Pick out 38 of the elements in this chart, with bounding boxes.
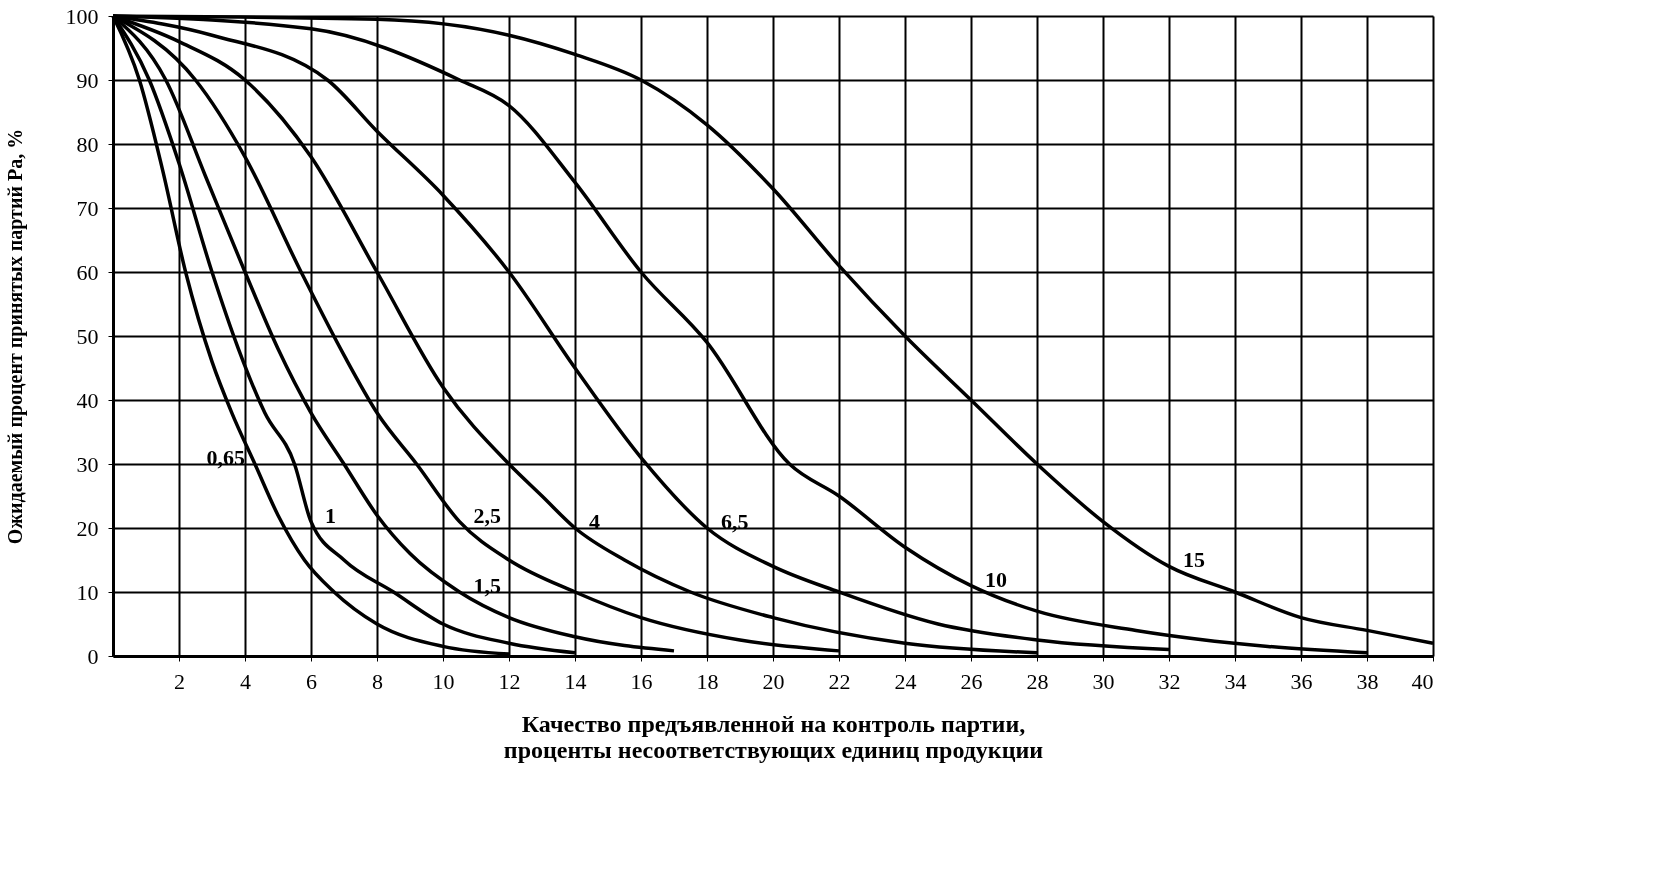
x-tick-label: 8 [372,668,383,694]
y-tick-label: 70 [76,195,99,221]
x-tick-label: 2 [174,668,185,694]
y-tick-label: 100 [65,3,99,29]
y-tick-label: 20 [76,515,99,541]
y-tick-label: 0 [87,643,99,669]
x-tick-label: 12 [498,668,521,694]
y-tick-label: 60 [76,259,99,285]
series-label: 10 [985,566,1007,592]
series-label: 4 [589,509,600,534]
series-label: 1 [325,502,336,528]
y-tick-label: 80 [76,131,99,157]
y-tick-label: 30 [76,451,99,477]
y-tick-label: 90 [76,67,99,93]
x-tick-label: 10 [432,668,455,694]
x-tick-label: 26 [960,668,983,694]
y-axis-title: Ожидаемый процент принятых партий Pa, % [3,128,27,545]
x-tick-label: 4 [240,668,251,694]
y-tick-label: 10 [76,579,99,605]
y-tick-label: 50 [76,323,99,349]
x-tick-label: 18 [696,668,719,694]
series-label: 2,5 [473,502,501,528]
x-tick-label: 34 [1224,668,1247,694]
series-label: 15 [1183,547,1205,573]
x-tick-label: 6 [306,668,317,694]
x-tick-label: 16 [630,668,653,694]
x-tick-label: 32 [1158,668,1181,694]
y-tick-label: 40 [76,387,99,413]
x-tick-label: 28 [1026,668,1049,694]
x-tick-label: 14 [564,668,587,694]
x-tick-label: 38 [1356,668,1379,694]
x-axis-title: Качество предъявленной на контроль партии, проценты несоответствующих единиц продукции [503,710,1044,763]
x-tick-label: 20 [762,668,785,694]
x-tick-label: 40 [1411,668,1434,694]
x-tick-label: 36 [1290,668,1313,694]
x-tick-label: 24 [894,668,917,694]
x-tick-label: 22 [828,668,851,694]
x-tick-label: 30 [1092,668,1115,694]
